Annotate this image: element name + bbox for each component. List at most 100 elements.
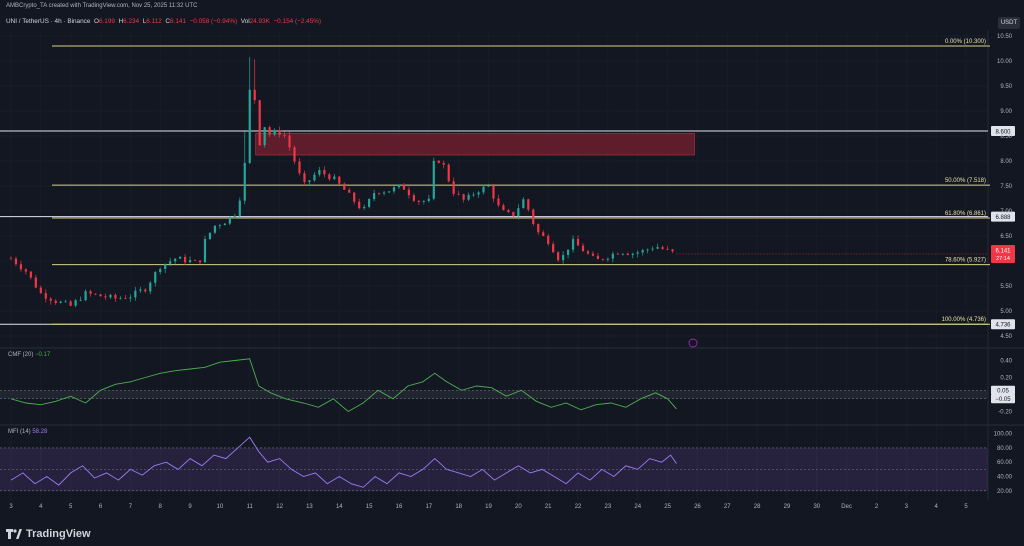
candle-body (631, 253, 634, 255)
candle-body (174, 258, 177, 262)
mfi-legend[interactable]: MFI (14) 58.28 (8, 429, 47, 435)
candle-body (547, 235, 550, 244)
candle-body (313, 174, 316, 181)
level-badge (991, 211, 1015, 222)
candle-body (586, 251, 590, 254)
candle-body (114, 294, 117, 299)
price-levels: 8.600 6.888 4.736 0.00% (10.300) 50.00% (7.5… (0, 39, 1015, 330)
candle-body (333, 176, 336, 180)
cmf-level-label: −0.05 (995, 397, 1011, 403)
candle-body (283, 134, 286, 136)
candle-body (457, 193, 460, 195)
candle-body (24, 269, 28, 272)
candle-body (348, 189, 351, 193)
candle-body (606, 258, 609, 260)
candle-body (472, 194, 475, 196)
vol-label: Vol (240, 18, 250, 25)
candle-body (74, 300, 77, 306)
candle-body (537, 224, 540, 233)
candle-body (99, 294, 102, 297)
time-tick-label: 14 (335, 504, 343, 510)
cmf-level-badge (991, 385, 1015, 395)
candle-body (487, 185, 490, 187)
cmf-tick-label: 0.20 (1000, 376, 1012, 382)
candle-body (522, 199, 525, 209)
time-tick-label: 21 (544, 504, 552, 510)
candle-body (571, 238, 575, 250)
mfi-value: 58.28 (32, 429, 48, 435)
volume-value: 24.93K (249, 18, 270, 25)
candle-body (49, 298, 52, 301)
tradingview-logo[interactable]: TradingView (6, 528, 91, 540)
candle-body (29, 271, 32, 278)
candle-body (373, 193, 376, 200)
candle-body (596, 255, 600, 260)
time-axis[interactable]: 3 4 5 6 7 8 9 10 11 12 13 14 15 16 17 18 19 20 21 22 23 24 25 2… (0, 502, 1024, 516)
price-tick-label: 7.00 (1000, 209, 1012, 215)
time-tick-label: 11 (246, 504, 253, 510)
candle-body (169, 261, 172, 264)
candle-body (527, 199, 530, 210)
candle-body (387, 191, 391, 193)
candle-body (542, 232, 545, 236)
symbol-label[interactable]: UNI / TetherUS · 4h · Binance (6, 18, 91, 25)
cmf-pane: 0.40 0.20 -0.20 0.05 −0.05 (0, 358, 1015, 416)
candle-body (9, 258, 13, 260)
price-tick-label: 10.50 (997, 34, 1013, 40)
candle-body (338, 176, 341, 184)
currency-badge[interactable]: USDT (998, 17, 1020, 29)
mfi-tick-label: 100.00 (994, 432, 1013, 438)
time-tick-label: 13 (306, 504, 313, 510)
candle-body (502, 205, 505, 211)
candle-body (417, 200, 420, 202)
candle-body (104, 296, 107, 298)
candle-body (223, 223, 226, 226)
candle-body (462, 194, 465, 200)
candle-body (293, 147, 296, 162)
time-tick-label: 10 (216, 504, 224, 510)
mfi-tick-label: 80.00 (997, 446, 1013, 452)
candle-body (363, 206, 366, 209)
candle-body (198, 260, 202, 263)
candle-body (442, 162, 445, 165)
time-tick-label: 26 (694, 504, 701, 510)
level-badge-label: 6.888 (995, 215, 1011, 221)
candle-body (532, 209, 535, 225)
candle-body (258, 100, 261, 146)
time-tick-label: 12 (276, 504, 283, 510)
cmf-tick-label: -0.20 (998, 410, 1012, 416)
time-tick-label: 29 (783, 504, 791, 510)
candle-body (591, 253, 595, 256)
candle-body (303, 173, 306, 183)
candle-body (353, 192, 356, 202)
volume-change: −0.154 (−2.45%) (273, 18, 322, 25)
last-price-box (991, 244, 1015, 263)
candle-body (228, 216, 231, 224)
candle-body (626, 253, 629, 255)
fib-level-label: 50.00% (7.518) (945, 178, 986, 184)
candle-body (203, 239, 207, 263)
candle-body (382, 192, 386, 194)
time-tick-label: 6 (98, 504, 103, 510)
time-tick-label: 5 (69, 504, 73, 510)
h-label: H (118, 18, 124, 25)
candle-body (497, 198, 500, 206)
candle-body (164, 263, 167, 269)
price-tick-label: 10.00 (997, 59, 1013, 65)
o-label: O (93, 18, 99, 25)
candle-body (407, 189, 411, 196)
fib-level-label: 78.60% (5.927) (945, 258, 986, 264)
level-badge (991, 319, 1015, 330)
change-value: −0.058 (−0.94%) (189, 18, 238, 25)
candle-body (19, 264, 23, 270)
candle-body (576, 238, 580, 246)
candle-body (253, 89, 256, 101)
candle-body (278, 130, 281, 135)
cmf-legend[interactable]: CMF (20) −0.17 (8, 352, 50, 358)
candle-body (233, 215, 236, 217)
candle-body (179, 256, 182, 259)
ohlc-legend: UNI / TetherUS · 4h · Binance O6.199 H6.… (6, 18, 321, 25)
last-price-badge: 6.141 27:14 (676, 244, 1015, 348)
candle-body (288, 135, 291, 148)
